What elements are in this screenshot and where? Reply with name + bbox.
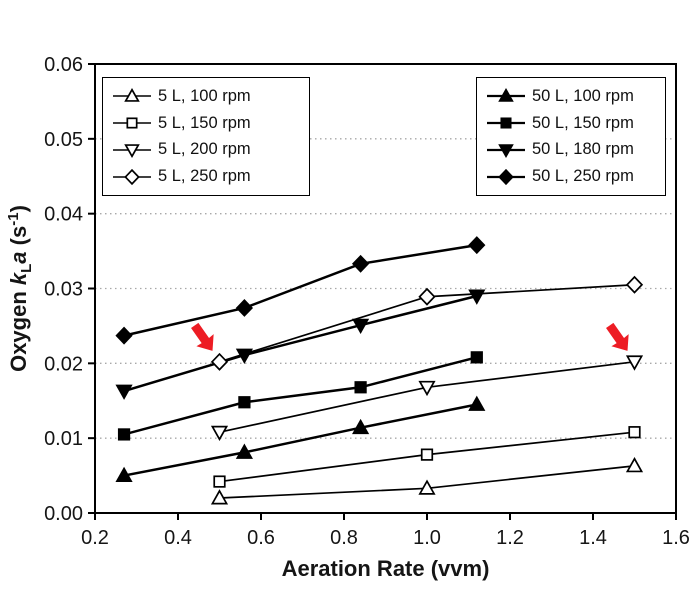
legend-box-50l: 50 L, 100 rpm 50 L, 150 rpm 50 L, 180 rpm 5… [476, 77, 666, 196]
series-5-marker [238, 396, 251, 409]
series-4-marker [115, 466, 133, 483]
series-7-line [123, 243, 477, 337]
legend-label: 50 L, 100 rpm [532, 86, 634, 105]
legend-item: 50 L, 250 rpm [485, 163, 657, 190]
x-tick-label: 0.4 [164, 527, 192, 549]
series-4-marker [352, 418, 370, 435]
legend-marker-shape [124, 168, 140, 185]
y-tick-label: 0.05 [44, 129, 83, 151]
x-tick-label: 1.0 [413, 527, 441, 549]
legend-marker-square-open-icon [113, 117, 151, 129]
series-6-marker [352, 318, 370, 335]
legend-item: 50 L, 150 rpm [485, 110, 657, 137]
legend-item: 50 L, 100 rpm [485, 83, 657, 110]
legend-marker-triangle-up-filled-icon [487, 88, 525, 103]
series-6-marker [115, 384, 133, 400]
series-2-marker [418, 380, 436, 397]
x-axis-title: Aeration Rate (vvm) [282, 556, 490, 581]
legend-item: 5 L, 150 rpm [111, 110, 301, 137]
series-3-marker [418, 287, 436, 306]
legend-marker-diamond-open-icon [113, 168, 151, 185]
series-1-marker [213, 475, 226, 488]
series-5-marker [354, 381, 367, 394]
legend-marker-diamond-filled-icon [487, 168, 525, 185]
legend-marker-shape [498, 88, 514, 103]
y-tick-label: 0.04 [44, 204, 83, 226]
legend-label: 50 L, 250 rpm [532, 167, 634, 186]
series-5-marker [470, 351, 483, 364]
y-tick-label: 0.01 [44, 428, 83, 450]
y-tick-label: 0.06 [44, 54, 83, 76]
legend-marker-shape [498, 144, 514, 158]
series-1-marker [628, 426, 641, 439]
series-2-marker [210, 425, 229, 442]
x-tick-label: 0.8 [330, 527, 358, 549]
y-axis-title: Oxygen kLa (s-1) [5, 205, 35, 372]
y-tick-label: 0.03 [44, 279, 83, 301]
series-7-marker [351, 254, 370, 273]
legend-marker-shape [498, 168, 514, 185]
x-tick-label: 0.6 [247, 527, 275, 549]
annotation-arrow [191, 322, 214, 351]
series-1-marker [420, 448, 434, 461]
series-2-marker [625, 355, 644, 371]
series-0-marker [418, 479, 436, 495]
legend-marker-shape [124, 88, 140, 103]
series-4-line [123, 403, 478, 477]
series-6-line [123, 294, 478, 393]
legend-item: 5 L, 200 rpm [111, 137, 301, 164]
x-tick-label: 1.4 [579, 527, 607, 549]
series-0-marker [625, 456, 644, 473]
legend-item: 5 L, 250 rpm [111, 163, 301, 190]
legend-marker-square-filled-icon [487, 117, 525, 129]
series-5-marker [117, 428, 131, 441]
series-7-marker [468, 236, 486, 255]
x-tick-label: 1.6 [662, 527, 690, 549]
legend-item: 50 L, 180 rpm [485, 137, 657, 164]
legend-marker-shape [126, 117, 138, 129]
legend-marker-triangle-up-open-icon [113, 88, 151, 103]
legend-label: 50 L, 150 rpm [532, 113, 634, 132]
legend-marker-triangle-down-filled-icon [487, 144, 525, 158]
legend-label: 5 L, 100 rpm [158, 86, 251, 105]
series-0-marker [210, 489, 229, 505]
series-4-marker [235, 443, 253, 459]
legend-label: 5 L, 250 rpm [158, 167, 251, 186]
legend-item: 5 L, 100 rpm [111, 83, 301, 110]
annotation-arrow [606, 322, 629, 351]
legend-marker-triangle-down-open-icon [113, 144, 151, 158]
legend-label: 50 L, 180 rpm [532, 140, 634, 159]
legend-box-5l: 5 L, 100 rpm 5 L, 150 rpm 5 L, 200 rpm 5 L,… [102, 77, 310, 196]
x-tick-label: 1.2 [496, 527, 524, 549]
legend-label: 5 L, 200 rpm [158, 140, 251, 159]
y-tick-label: 0.02 [44, 353, 83, 375]
legend-marker-shape [124, 144, 140, 158]
series-5-line [123, 356, 478, 436]
series-7-marker [235, 298, 254, 317]
series-3-marker [210, 352, 229, 371]
x-tick-label: 0.2 [81, 527, 109, 549]
series-7-marker [115, 326, 133, 345]
series-4-marker [468, 395, 486, 411]
legend-marker-shape [500, 117, 512, 129]
legend-label: 5 L, 150 rpm [158, 113, 251, 132]
y-tick-label: 0.00 [44, 503, 83, 525]
series-3-marker [625, 275, 644, 294]
